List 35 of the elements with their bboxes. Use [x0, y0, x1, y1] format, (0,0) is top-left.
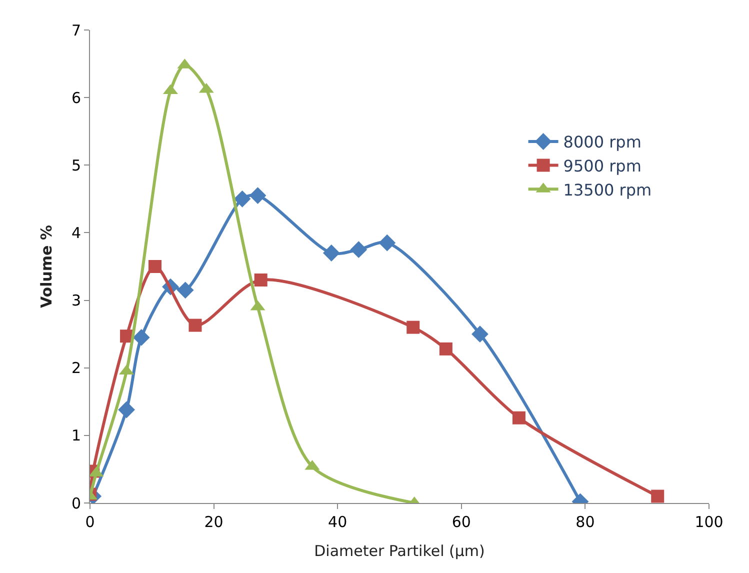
point: [90, 466, 104, 477]
x-tick-label: 60: [452, 513, 471, 531]
point: [406, 320, 420, 334]
y-tick-label: 5: [71, 156, 81, 174]
x-axis-title: Diameter Partikel (µm): [314, 542, 485, 560]
point: [322, 244, 340, 262]
point: [439, 342, 452, 356]
point: [651, 490, 664, 503]
y-tick-label: 3: [71, 292, 81, 310]
x-tick-label: 40: [328, 513, 348, 531]
legend-label: 9500 rpm: [563, 156, 642, 176]
point: [249, 187, 266, 204]
point: [512, 411, 526, 424]
legend-label: 13500 rpm: [563, 180, 652, 200]
point: [254, 274, 268, 287]
point: [350, 241, 368, 258]
point: [148, 260, 162, 273]
point: [188, 318, 202, 332]
y-tick-label: 0: [71, 494, 81, 512]
x-tick-label: 80: [576, 513, 595, 531]
y-tick-label: 7: [71, 21, 81, 40]
y-tick-label: 2: [71, 359, 81, 378]
point: [234, 190, 251, 208]
x-tick-label: 0: [85, 513, 95, 531]
point: [378, 234, 396, 252]
point: [118, 401, 135, 418]
point: [132, 329, 150, 346]
y-tick-label: 1: [71, 426, 81, 445]
x-tick-label: 100: [694, 513, 724, 531]
y-tick-label: 6: [71, 88, 81, 107]
y-tick-label: 4: [71, 224, 81, 242]
point: [472, 326, 488, 343]
x-tick-label: 20: [204, 513, 224, 531]
y-axis-title: Volume %: [38, 225, 56, 308]
point: [176, 282, 194, 299]
